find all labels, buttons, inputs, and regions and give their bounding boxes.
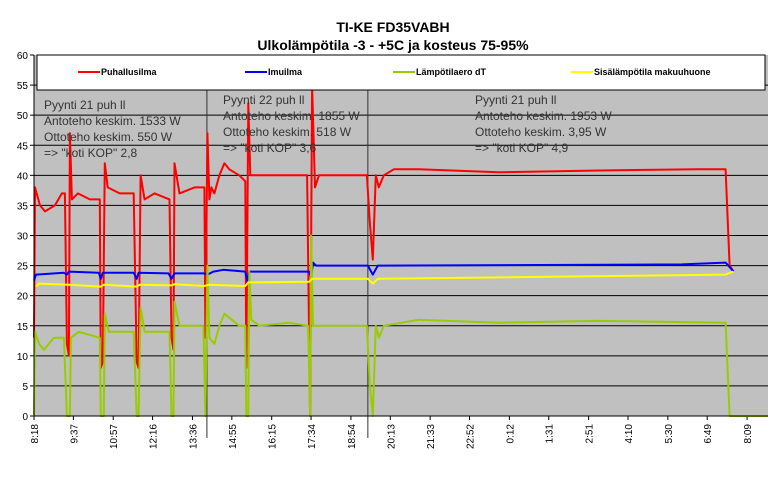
y-tick-label: 20 [17,292,29,303]
series-lines [33,84,768,417]
x-tick-label: 17:34 [307,424,318,449]
annotation-text: Antoteho keskim. 1855 W [223,109,360,123]
y-tick-label: 5 [22,382,28,393]
y-tick-label: 0 [22,412,28,423]
x-tick-label: 21:33 [426,424,437,449]
annotation-text: Ottoteho keskim. 518 W [223,125,352,139]
x-tick-label: 13:36 [188,424,199,449]
x-tick-label: 18:54 [347,424,358,449]
y-tick-label: 60 [17,51,29,62]
x-tick-label: 22:52 [466,424,477,449]
x-tick-label: 14:55 [228,424,239,449]
y-axis: 0 5 10 15 20 25 30 35 40 45 50 55 60 [17,51,34,423]
x-tick-label: 1:31 [545,424,556,444]
legend-label: Puhallusilma [101,67,158,77]
chart-title: TI-KE FD35VABH [336,19,449,35]
annotations: Pyynti 21 puh ll Antoteho keskim. 1533 W O… [44,93,612,160]
x-tick-label: 5:30 [664,424,675,444]
legend-label: Sisälämpötila makuuhuone [594,67,711,77]
y-tick-label: 30 [17,232,29,243]
x-tick-label: 6:49 [703,424,714,444]
y-tick-label: 25 [17,262,29,273]
x-tick-label: 9:37 [69,424,80,444]
series-line [33,84,735,417]
y-tick-label: 15 [17,322,29,333]
annotation-text: Ottoteho keskim. 3,95 W [475,125,607,139]
annotation-text: Pyynti 21 puh ll [475,93,556,107]
legend-label: Lämpötilaero dT [416,67,487,77]
annotation-text: Pyynti 21 puh ll [44,98,125,112]
x-tick-label: 20:13 [386,424,397,449]
annotation-text: Ottoteho keskim. 550 W [44,130,173,144]
annotation-text: => "koti KOP" 3,6 [223,141,317,155]
x-tick-label: 10:57 [109,424,120,449]
x-tick-label: 8:18 [30,424,41,444]
x-tick-label: 2:51 [585,424,596,444]
x-tick-label: 0:12 [505,424,516,444]
x-tick-label: 12:16 [149,424,160,449]
annotation-text: => "koti KOP" 4,9 [475,141,569,155]
x-tick-label: 4:10 [624,424,635,444]
chart-subtitle: Ulkolämpötila -3 - +5C ja kosteus 75-95% [257,37,529,53]
annotation-text: Antoteho keskim. 1953 W [475,109,612,123]
y-tick-label: 50 [17,111,29,122]
annotation-text: Antoteho keskim. 1533 W [44,114,181,128]
series-line [33,234,768,417]
x-axis: 8:18 9:37 10:57 12:16 13:36 14:55 16:15 17:34 18… [30,416,754,449]
annotation-text: => "koti KOP" 2,8 [44,146,138,160]
series-line [35,270,734,288]
y-tick-label: 10 [17,352,29,363]
x-tick-label: 8:09 [743,424,754,444]
y-tick-label: 45 [17,141,29,152]
legend: Puhallusilma Imuilma Lämpötilaero dT Sisälä… [36,54,766,91]
x-tick-label: 16:15 [268,424,279,449]
annotation-text: Pyynti 22 puh ll [223,93,304,107]
y-tick-label: 35 [17,201,29,212]
y-tick-label: 55 [17,81,29,92]
y-tick-label: 40 [17,171,29,182]
legend-label: Imuilma [268,67,303,77]
